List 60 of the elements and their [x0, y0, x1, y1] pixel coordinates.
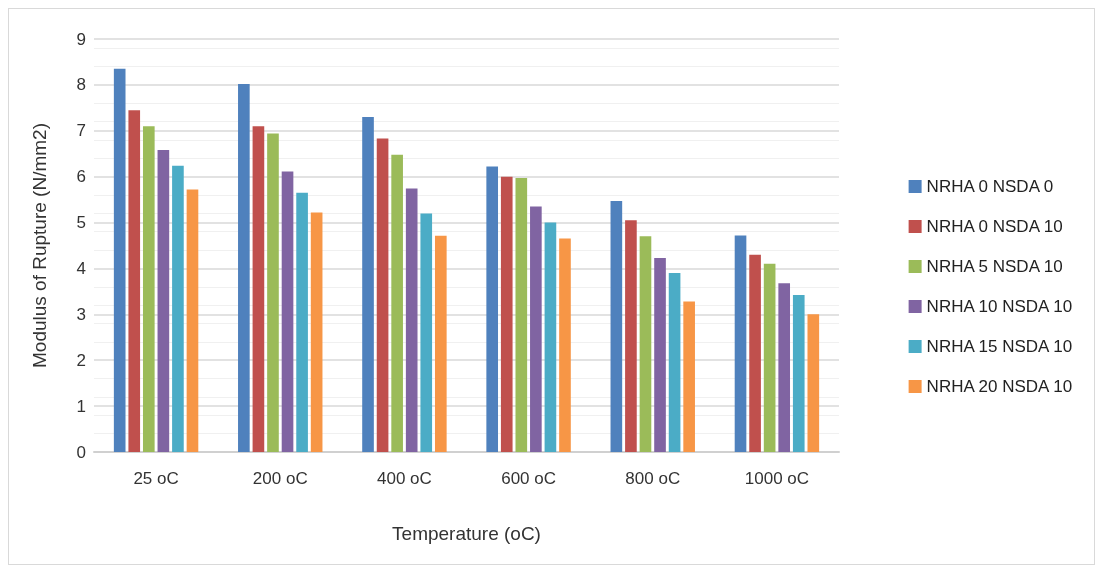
bar [559, 238, 571, 452]
bar [142, 126, 155, 452]
bar [683, 301, 695, 452]
bar [530, 206, 542, 452]
bar [544, 222, 557, 452]
bar [362, 117, 374, 452]
bar [238, 83, 250, 452]
bar [515, 178, 528, 452]
x-tick-label: 800 oC [625, 469, 681, 488]
bar [391, 154, 403, 452]
bar [267, 133, 279, 452]
x-tick-label: 600 oC [501, 469, 556, 488]
bar [281, 171, 294, 452]
y-tick-label: 2 [76, 350, 86, 370]
bar [749, 254, 761, 452]
legend-label: NRHA 15 NSDA 10 [926, 337, 1073, 356]
bar [639, 236, 652, 452]
bar [668, 273, 681, 452]
bar [310, 212, 323, 452]
bar [778, 283, 791, 452]
legend-label: NRHA 0 NSDA 10 [926, 217, 1063, 236]
y-tick-label: 1 [76, 396, 86, 416]
legend-label: NRHA 10 NSDA 10 [926, 297, 1073, 316]
bar [807, 314, 820, 452]
x-tick-label: 200 oC [252, 469, 308, 488]
bar [252, 126, 265, 452]
x-tick-label: 1000 oC [744, 469, 810, 488]
bar [500, 176, 513, 452]
bar [376, 138, 389, 452]
y-tick-label: 0 [76, 442, 86, 462]
y-tick-label: 4 [76, 258, 86, 278]
bar [128, 110, 141, 452]
bar [405, 188, 418, 452]
bar [734, 235, 747, 452]
y-tick-label: 5 [76, 213, 86, 233]
bar [113, 68, 126, 452]
bar [434, 235, 447, 452]
y-axis-title: Modulus of Rupture (N/mm2) [29, 123, 50, 368]
x-tick-label: 400 oC [377, 469, 432, 488]
legend-label: NRHA 0 NSDA 0 [926, 177, 1054, 196]
bar [172, 165, 184, 452]
x-tick-label: 25 oC [133, 469, 179, 488]
bar [792, 295, 805, 452]
y-tick-label: 7 [76, 121, 86, 141]
bar [186, 189, 199, 452]
y-tick-label: 9 [76, 29, 86, 49]
bar [654, 257, 666, 452]
bar [157, 150, 170, 452]
bar [610, 200, 623, 452]
bar [763, 263, 776, 452]
legend-label: NRHA 20 NSDA 10 [926, 377, 1073, 396]
y-tick-label: 3 [76, 304, 86, 324]
y-tick-label: 8 [76, 75, 86, 95]
x-axis-title: Temperature (oC) [392, 523, 541, 544]
bar [420, 213, 433, 452]
bar [296, 192, 308, 452]
legend-label: NRHA 5 NSDA 10 [926, 257, 1063, 276]
y-tick-label: 6 [76, 167, 86, 187]
bar [486, 166, 499, 452]
bar [625, 220, 637, 452]
